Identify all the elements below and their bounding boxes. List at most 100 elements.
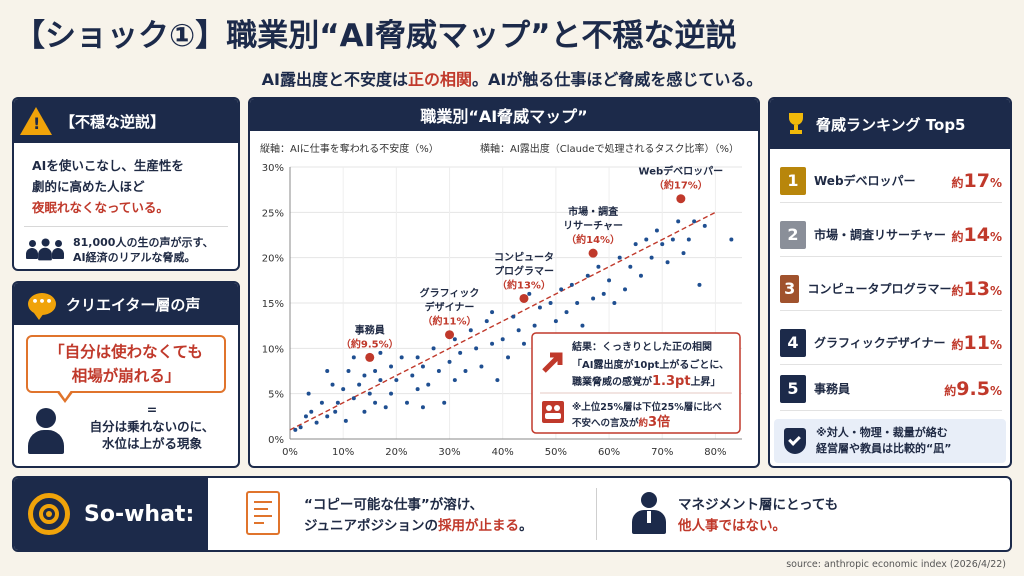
- highlight-label: （約14%）: [566, 233, 620, 246]
- data-point: [442, 400, 447, 405]
- rank-number: 4: [780, 328, 806, 357]
- x-axis-caption: 横軸：AI露出度（Claudeで処理されるタスク比率）（%）: [480, 144, 740, 155]
- data-point: [511, 314, 516, 319]
- data-point: [670, 237, 675, 242]
- data-point: [394, 378, 399, 383]
- highlight-label: プログラマー: [494, 264, 554, 277]
- x-tick-label: 0%: [282, 447, 298, 458]
- data-point: [681, 251, 686, 256]
- subtitle-highlight: 正の相関: [407, 70, 472, 89]
- so-what-label: So-what:: [84, 501, 195, 527]
- data-point: [357, 382, 362, 387]
- chart-header: 職業別“AI脅威マップ”: [250, 99, 758, 131]
- rank-number: 1: [780, 166, 806, 195]
- people-icon-body: [545, 413, 561, 419]
- so-what-right-line-2: 他人事ではない。: [678, 518, 786, 534]
- warning-icon: !: [20, 107, 52, 135]
- melting-document-icon: [246, 491, 280, 535]
- speech-bubble-icon: •••: [28, 293, 56, 320]
- voice-desc-line-1: 自分は乗れないのに、: [89, 419, 215, 434]
- y-tick-label: 15%: [262, 299, 284, 310]
- data-point: [293, 427, 298, 432]
- result-line-2: 職業脅威の感覚が1.3pt上昇」: [572, 374, 721, 389]
- data-point: [389, 364, 394, 369]
- x-tick-label: 60%: [598, 447, 620, 458]
- highlight-label: （約17%）: [654, 179, 708, 192]
- so-what-bar: So-what: “コピー可能な仕事”が溶け、 ジュニアポジションの採用が止まる…: [12, 476, 1012, 552]
- data-point: [601, 291, 606, 296]
- so-what-left-highlight: 採用が止まる: [438, 518, 520, 534]
- data-point: [506, 355, 511, 360]
- data-point: [479, 364, 484, 369]
- creator-voice-card: ••• クリエイター層の声 「自分は使わなくても 相場が崩れる」 = 自分は乗れ…: [12, 281, 240, 468]
- y-tick-label: 0%: [268, 435, 284, 446]
- highlight-label: リサーチャー: [563, 220, 623, 232]
- rank-occupation: 事務員: [814, 382, 851, 396]
- rank-value: 約14%: [951, 223, 1003, 246]
- shield-check-icon: [784, 428, 806, 454]
- y-tick-label: 30%: [262, 163, 284, 174]
- highlight-label: （約13%）: [497, 278, 551, 291]
- data-point: [628, 264, 633, 269]
- data-point: [623, 287, 628, 292]
- people-icon-head: [554, 405, 560, 411]
- highlight-label: Webデベロッパー: [639, 165, 724, 178]
- so-what-left-line-2c: 。: [519, 518, 533, 534]
- x-tick-label: 40%: [492, 447, 514, 458]
- ranking-row: 5 事務員 約9.5%: [780, 367, 1002, 411]
- highlight-label: グラフィック: [420, 287, 480, 300]
- data-point: [702, 223, 707, 228]
- data-point: [596, 264, 601, 269]
- chart-title: 職業別“AI脅威マップ”: [420, 107, 588, 126]
- ranking-header-label: 脅威ランキング Top5: [816, 115, 966, 134]
- voice-description: = 自分は乗れないのに、 水位は上がる現象: [76, 401, 228, 452]
- y-tick-label: 10%: [262, 344, 284, 355]
- people-icon-head: [546, 405, 552, 411]
- source-note: source: anthropic economic index (2026/4…: [786, 559, 1006, 570]
- divider: [24, 226, 228, 227]
- data-point: [638, 273, 643, 278]
- quote-line-2: 相場が崩れる」: [71, 367, 181, 385]
- x-tick-label: 20%: [385, 447, 407, 458]
- data-point: [436, 369, 441, 373]
- data-point: [362, 373, 367, 378]
- data-point: [474, 346, 479, 351]
- data-point: [404, 400, 409, 405]
- ranking-row: 2 市場・調査リサーチャー 約14%: [780, 213, 1002, 257]
- data-point: [431, 346, 436, 351]
- data-point: [415, 355, 420, 360]
- data-point: [495, 378, 500, 383]
- highlight-point: [365, 352, 375, 362]
- rank-number: 5: [780, 374, 806, 403]
- paradox-header: ! 【不穏な逆説】: [14, 99, 238, 143]
- data-point: [383, 405, 388, 410]
- data-point: [420, 364, 425, 369]
- highlight-label: 事務員: [355, 323, 385, 336]
- data-point: [575, 301, 580, 305]
- x-tick-label: 80%: [704, 447, 726, 458]
- data-point: [314, 420, 319, 425]
- trend-up-arrow-icon: [542, 352, 563, 373]
- ranking-header: 脅威ランキング Top5: [770, 99, 1010, 149]
- person-icon: [28, 408, 64, 454]
- result-line-1: 「AI露出度が10pt上がるごとに、: [572, 358, 729, 371]
- data-point: [591, 296, 596, 301]
- data-point: [633, 242, 638, 247]
- x-tick-label: 70%: [651, 447, 673, 458]
- highlight-label: （約11%）: [423, 315, 477, 328]
- data-point: [644, 237, 649, 242]
- paradox-count-line-2: AI経済のリアルな脅威。: [73, 251, 196, 264]
- data-point: [490, 310, 495, 315]
- highlight-label: コンピュータ: [494, 251, 554, 263]
- quote-line-1: 「自分は使わなくても: [49, 343, 203, 361]
- paradox-count-line-1: 81,000人の生の声が示す、: [73, 236, 214, 249]
- data-point: [378, 378, 383, 383]
- page-title: 【ショック①】職業別“AI脅威マップ”と不穏な逆説: [14, 18, 737, 54]
- rank-occupation: 市場・調査リサーチャー: [814, 228, 946, 242]
- paradox-card: ! 【不穏な逆説】 AIを使いこなし、生産性を 劇的に高めた人ほど 夜眠れなくな…: [12, 97, 240, 271]
- rank-occupation: Webデベロッパー: [814, 174, 916, 188]
- data-point: [343, 418, 348, 423]
- rank-value: 約11%: [951, 331, 1003, 354]
- paradox-line-3: 夜眠れなくなっている。: [32, 200, 169, 215]
- data-point: [692, 219, 697, 224]
